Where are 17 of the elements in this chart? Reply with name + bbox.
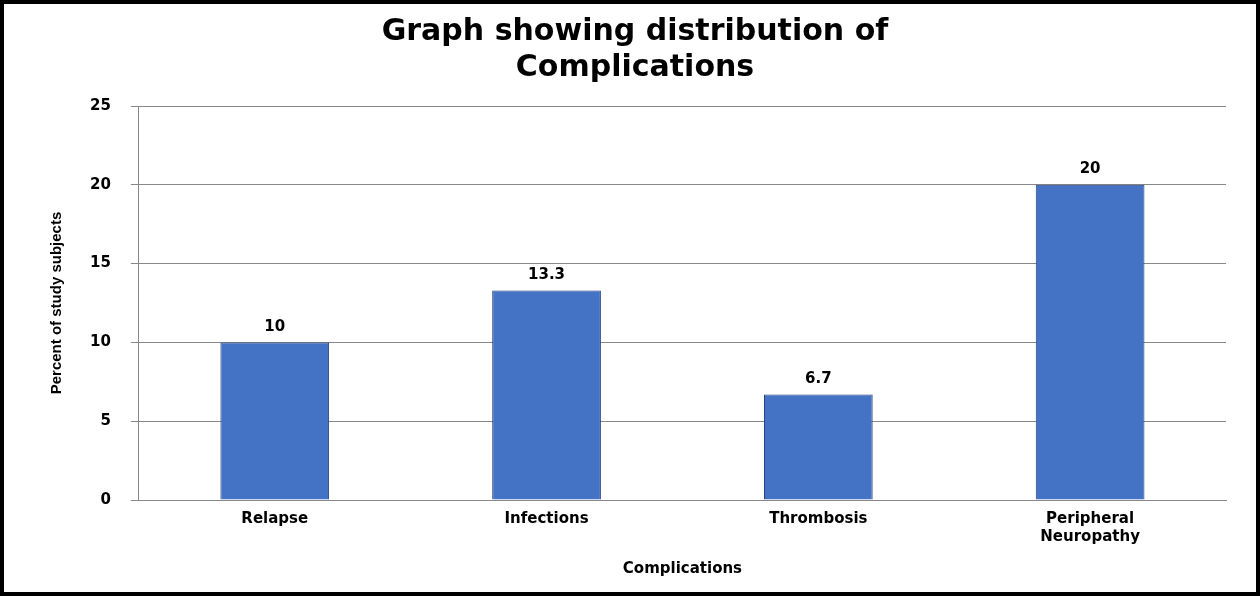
data-label: 13.3 xyxy=(528,264,566,283)
x-tick-label: Infections xyxy=(504,508,589,527)
y-tick-label: 10 xyxy=(90,332,111,351)
data-label: 20 xyxy=(1079,159,1101,178)
data-label: 6.7 xyxy=(805,368,832,387)
data-label: 10 xyxy=(264,316,286,335)
y-tick-label: 15 xyxy=(90,253,111,272)
y-tick-label: 25 xyxy=(90,95,111,114)
x-tick-label: Relapse xyxy=(241,508,309,527)
x-tick-label: Thrombosis xyxy=(769,508,868,527)
y-axis-title: Percent of study subjects xyxy=(47,211,65,395)
x-tick-label: Peripheral Neuropathy xyxy=(1040,508,1141,545)
y-tick-label: 0 xyxy=(100,489,111,508)
chart-title: Graph showing distribution of Complications xyxy=(381,11,890,83)
y-tick-label: 20 xyxy=(90,174,111,193)
y-tick-label: 5 xyxy=(100,411,111,430)
x-axis-title: Complications xyxy=(622,558,743,577)
